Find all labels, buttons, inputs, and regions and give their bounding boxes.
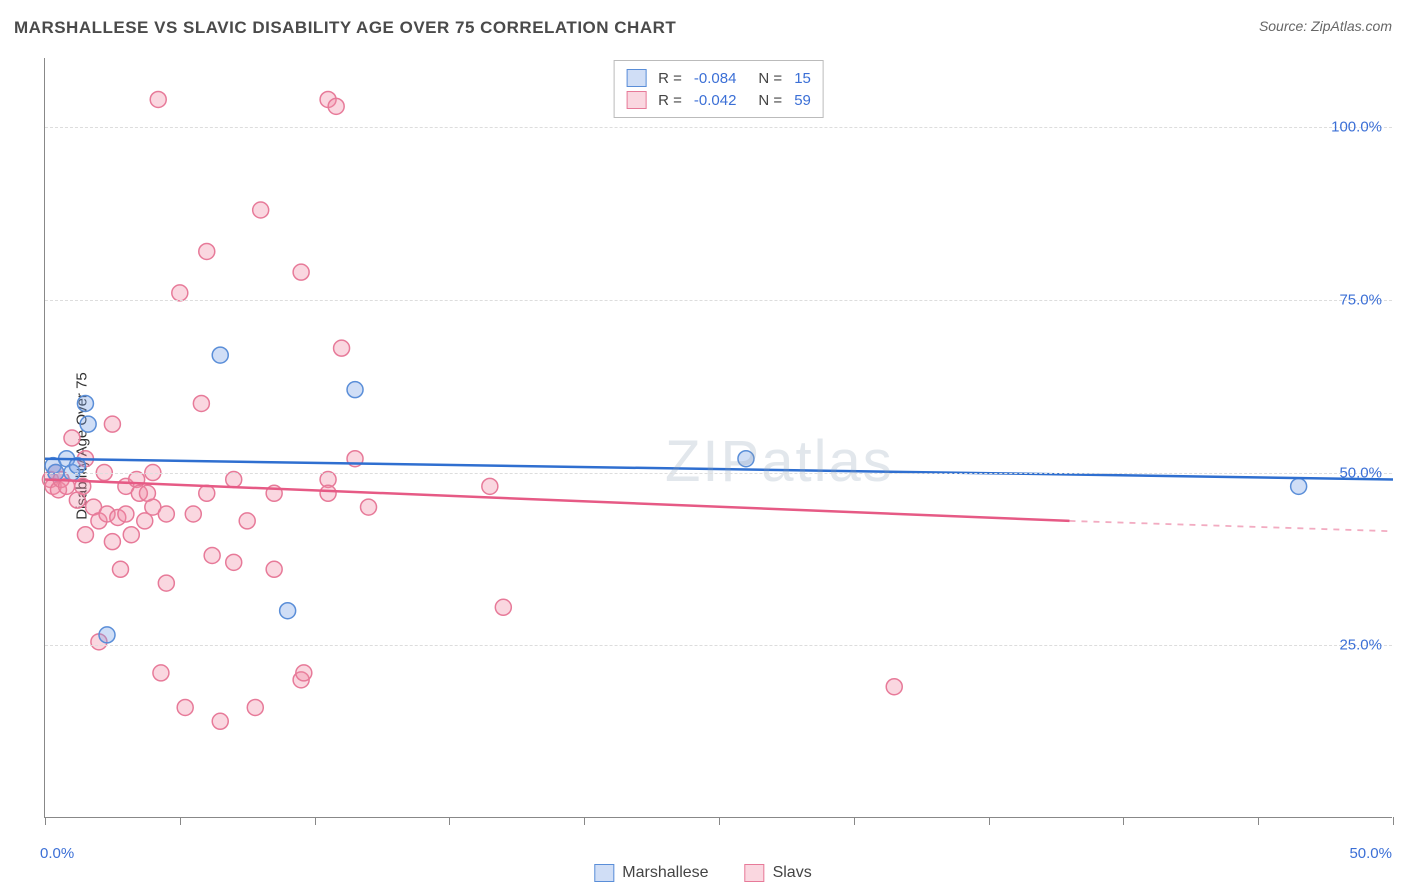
x-tick-mark bbox=[1123, 817, 1124, 825]
data-point bbox=[158, 506, 174, 522]
data-point bbox=[239, 513, 255, 529]
legend-label-slavs: Slavs bbox=[773, 864, 812, 882]
data-point bbox=[361, 499, 377, 515]
y-tick-label: 50.0% bbox=[1339, 464, 1382, 481]
data-point bbox=[886, 679, 902, 695]
data-point bbox=[153, 665, 169, 681]
data-point bbox=[99, 627, 115, 643]
data-point bbox=[199, 485, 215, 501]
data-point bbox=[280, 603, 296, 619]
data-point bbox=[193, 395, 209, 411]
data-point bbox=[1291, 478, 1307, 494]
data-point bbox=[204, 547, 220, 563]
x-tick-mark bbox=[854, 817, 855, 825]
stats-box: R = -0.084 N = 15 R = -0.042 N = 59 bbox=[613, 60, 824, 118]
data-point bbox=[112, 561, 128, 577]
data-point bbox=[150, 91, 166, 107]
x-tick-max: 50.0% bbox=[1349, 845, 1392, 862]
n-value-marshallese: 15 bbox=[794, 70, 811, 87]
data-point bbox=[80, 416, 96, 432]
n-label: N = bbox=[758, 70, 782, 87]
x-tick-mark bbox=[449, 817, 450, 825]
data-point bbox=[158, 575, 174, 591]
data-point bbox=[104, 534, 120, 550]
stats-row-slavs: R = -0.042 N = 59 bbox=[626, 89, 811, 111]
legend-item-slavs: Slavs bbox=[745, 864, 812, 882]
legend-bottom: Marshallese Slavs bbox=[594, 864, 811, 882]
data-point bbox=[212, 713, 228, 729]
data-point bbox=[199, 243, 215, 259]
regression-line-marshallese bbox=[45, 459, 1393, 480]
regression-line-slavs-extrap bbox=[1069, 521, 1393, 531]
gridline bbox=[45, 473, 1392, 474]
x-tick-min: 0.0% bbox=[40, 845, 74, 862]
data-point bbox=[64, 430, 80, 446]
swatch-pink bbox=[626, 91, 646, 109]
data-point bbox=[253, 202, 269, 218]
chart-title: MARSHALLESE VS SLAVIC DISABILITY AGE OVE… bbox=[14, 18, 676, 37]
data-point bbox=[77, 527, 93, 543]
y-tick-label: 25.0% bbox=[1339, 637, 1382, 654]
plot-area: R = -0.084 N = 15 R = -0.042 N = 59 ZIPa… bbox=[44, 58, 1392, 818]
data-point bbox=[738, 451, 754, 467]
x-tick-mark bbox=[180, 817, 181, 825]
n-value-slavs: 59 bbox=[794, 92, 811, 109]
data-point bbox=[293, 264, 309, 280]
x-tick-mark bbox=[1393, 817, 1394, 825]
r-label: R = bbox=[658, 70, 682, 87]
legend-swatch-blue bbox=[594, 864, 614, 882]
data-point bbox=[226, 554, 242, 570]
chart-svg bbox=[45, 58, 1392, 817]
x-tick-mark bbox=[315, 817, 316, 825]
data-point bbox=[320, 485, 336, 501]
legend-label-marshallese: Marshallese bbox=[622, 864, 708, 882]
x-tick-mark bbox=[989, 817, 990, 825]
data-point bbox=[266, 561, 282, 577]
stats-row-marshallese: R = -0.084 N = 15 bbox=[626, 67, 811, 89]
data-point bbox=[77, 395, 93, 411]
data-point bbox=[347, 382, 363, 398]
chart-header: MARSHALLESE VS SLAVIC DISABILITY AGE OVE… bbox=[14, 18, 1392, 42]
data-point bbox=[212, 347, 228, 363]
gridline bbox=[45, 127, 1392, 128]
legend-swatch-pink bbox=[745, 864, 765, 882]
r-label-2: R = bbox=[658, 92, 682, 109]
data-point bbox=[334, 340, 350, 356]
x-tick-mark bbox=[1258, 817, 1259, 825]
data-point bbox=[328, 98, 344, 114]
gridline bbox=[45, 645, 1392, 646]
legend-item-marshallese: Marshallese bbox=[594, 864, 708, 882]
data-point bbox=[247, 699, 263, 715]
data-point bbox=[482, 478, 498, 494]
gridline bbox=[45, 300, 1392, 301]
y-tick-label: 100.0% bbox=[1331, 119, 1382, 136]
y-tick-label: 75.0% bbox=[1339, 291, 1382, 308]
x-tick-mark bbox=[45, 817, 46, 825]
data-point bbox=[495, 599, 511, 615]
r-value-marshallese: -0.084 bbox=[694, 70, 737, 87]
data-point bbox=[177, 699, 193, 715]
data-point bbox=[185, 506, 201, 522]
source-label: Source: ZipAtlas.com bbox=[1259, 18, 1392, 34]
swatch-blue bbox=[626, 69, 646, 87]
data-point bbox=[226, 471, 242, 487]
data-point bbox=[123, 527, 139, 543]
data-point bbox=[172, 285, 188, 301]
data-point bbox=[296, 665, 312, 681]
x-tick-mark bbox=[584, 817, 585, 825]
n-label-2: N = bbox=[758, 92, 782, 109]
data-point bbox=[118, 506, 134, 522]
x-tick-mark bbox=[719, 817, 720, 825]
data-point bbox=[104, 416, 120, 432]
r-value-slavs: -0.042 bbox=[694, 92, 737, 109]
